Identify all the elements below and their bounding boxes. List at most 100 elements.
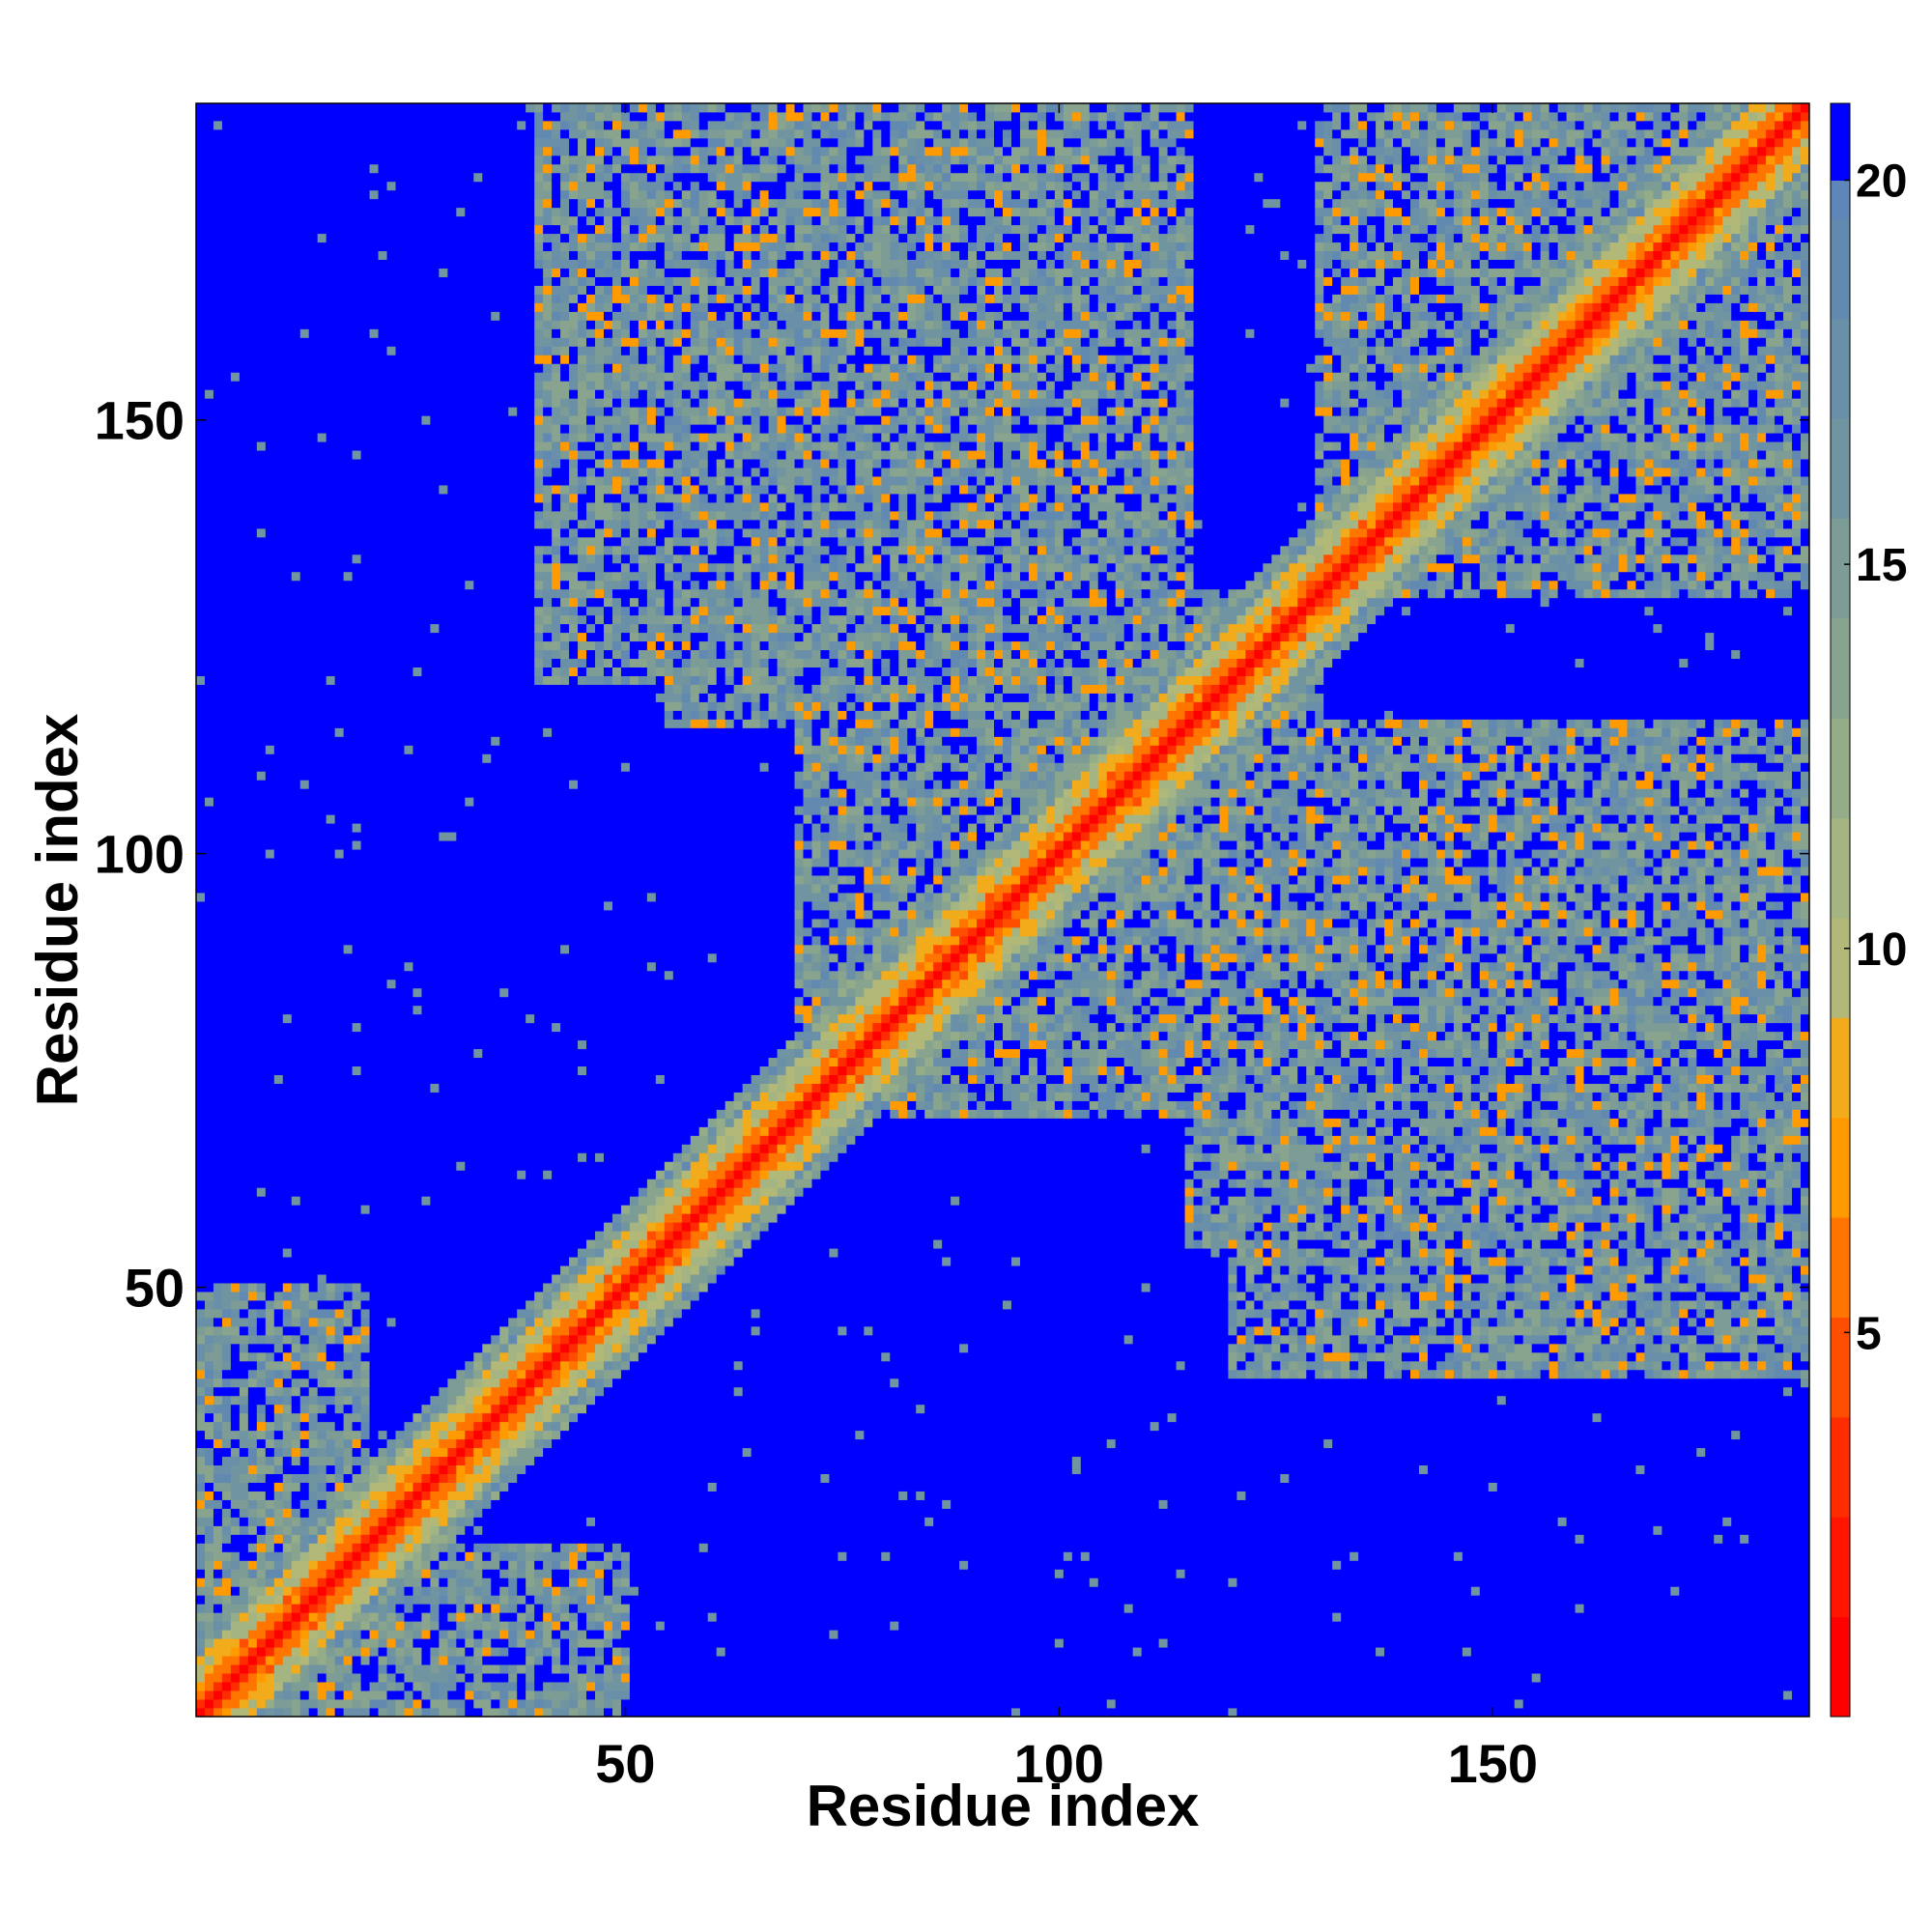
heatmap-cell (327, 1500, 335, 1509)
heatmap-cell (327, 260, 335, 269)
heatmap-cell (300, 1396, 309, 1405)
heatmap-cell (404, 433, 412, 441)
heatmap-cell (318, 971, 327, 980)
heatmap-cell (379, 320, 387, 328)
heatmap-cell (353, 1577, 361, 1586)
heatmap-cell (344, 832, 353, 840)
heatmap-cell (344, 260, 353, 269)
heatmap-cell (196, 1196, 205, 1205)
heatmap-cell (248, 762, 257, 771)
heatmap-cell (309, 1448, 318, 1457)
heatmap-cell (231, 832, 240, 840)
heatmap-cell (370, 1101, 379, 1110)
heatmap-cell (205, 1413, 213, 1422)
heatmap-cell (205, 441, 213, 450)
heatmap-cell (257, 1300, 266, 1309)
heatmap-cell (421, 1413, 430, 1422)
heatmap-cell (387, 502, 396, 511)
heatmap-cell (404, 1049, 412, 1058)
heatmap-cell (283, 1525, 292, 1534)
heatmap-cell (222, 788, 231, 797)
heatmap-cell (257, 901, 266, 910)
heatmap-cell (266, 1066, 274, 1075)
heatmap-cell (353, 832, 361, 840)
heatmap-cell (292, 121, 300, 129)
heatmap-cell (370, 121, 379, 129)
heatmap-cell (370, 624, 379, 633)
heatmap-cell (412, 303, 421, 312)
heatmap-cell (196, 563, 205, 572)
heatmap-cell (205, 1274, 213, 1283)
heatmap-cell (327, 1457, 335, 1465)
heatmap-cell (257, 927, 266, 936)
heatmap-cell (412, 1205, 421, 1213)
heatmap-cell (335, 1439, 344, 1448)
heatmap-cell (309, 1300, 318, 1309)
heatmap-cell (396, 771, 405, 780)
heatmap-cell (300, 727, 309, 736)
heatmap-cell (266, 572, 274, 581)
heatmap-cell (292, 190, 300, 199)
heatmap-cell (421, 727, 430, 736)
heatmap-cell (387, 1222, 396, 1231)
heatmap-cell (318, 727, 327, 736)
heatmap-cell (344, 858, 353, 867)
heatmap-cell (327, 1170, 335, 1179)
heatmap-cell (231, 320, 240, 328)
heatmap-cell (205, 225, 213, 234)
heatmap-cell (327, 581, 335, 589)
heatmap-cell (396, 1708, 405, 1717)
heatmap-cell (404, 1344, 412, 1352)
heatmap-cell (327, 641, 335, 650)
heatmap-cell (412, 1361, 421, 1370)
heatmap-cell (309, 1699, 318, 1708)
heatmap-cell (205, 138, 213, 147)
heatmap-cell (240, 216, 248, 225)
heatmap-cell (404, 1465, 412, 1474)
heatmap-cell (240, 1144, 248, 1152)
heatmap-cell (196, 381, 205, 389)
heatmap-cell (283, 1239, 292, 1248)
heatmap-cell (213, 1040, 222, 1049)
heatmap-cell (309, 328, 318, 337)
heatmap-cell (283, 355, 292, 363)
heatmap-cell (361, 624, 370, 633)
heatmap-cell (344, 1387, 353, 1396)
heatmap-cell (257, 1630, 266, 1638)
heatmap-cell (222, 685, 231, 694)
heatmap-cell (292, 1187, 300, 1196)
heatmap-cell (318, 676, 327, 685)
heatmap-cell (222, 546, 231, 554)
heatmap-cell (404, 1093, 412, 1101)
heatmap-cell (196, 1690, 205, 1699)
heatmap-cell (222, 1673, 231, 1682)
heatmap-cell (274, 1647, 283, 1656)
heatmap-cell (379, 311, 387, 320)
heatmap-cell (213, 1265, 222, 1274)
heatmap-cell (412, 624, 421, 633)
heatmap-cell (248, 1422, 257, 1431)
heatmap-cell (240, 1093, 248, 1101)
heatmap-cell (222, 346, 231, 355)
heatmap-cell (361, 303, 370, 312)
heatmap-cell (318, 1569, 327, 1577)
heatmap-cell (361, 311, 370, 320)
heatmap-cell (196, 1318, 205, 1326)
heatmap-cell (240, 1161, 248, 1170)
heatmap-cell (361, 1118, 370, 1126)
heatmap-cell (231, 424, 240, 433)
heatmap-cell (412, 1647, 421, 1656)
heatmap-cell (274, 1101, 283, 1110)
heatmap-cell (361, 468, 370, 476)
heatmap-cell (404, 1509, 412, 1518)
heatmap-cell (292, 1370, 300, 1378)
heatmap-cell (379, 1525, 387, 1534)
heatmap-cell (283, 1474, 292, 1483)
heatmap-cell (240, 1492, 248, 1500)
heatmap-cell (335, 1396, 344, 1405)
heatmap-cell (205, 1492, 213, 1500)
heatmap-cell (205, 823, 213, 832)
heatmap-cell (387, 1283, 396, 1292)
heatmap-cell (396, 441, 405, 450)
heatmap-cell (361, 1595, 370, 1604)
